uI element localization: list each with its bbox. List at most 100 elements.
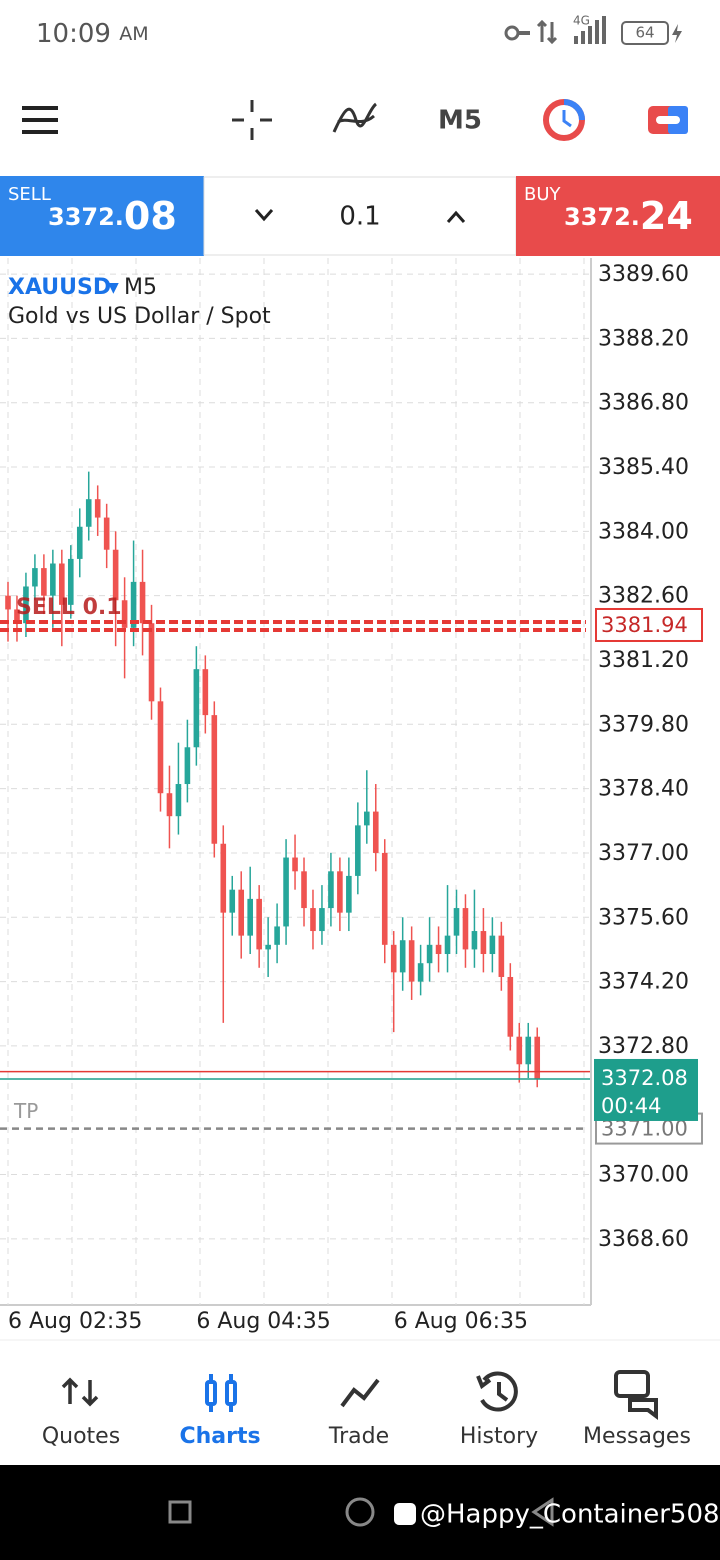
volume-up[interactable]	[446, 210, 466, 223]
candle-body	[525, 1036, 532, 1065]
candle-body	[381, 852, 388, 945]
status-icons: 4G 64	[504, 14, 682, 45]
order-label: SELL 0.1	[16, 595, 122, 620]
ampm: AM	[119, 23, 148, 45]
candle-body	[157, 701, 164, 794]
nav-item[interactable]: Quotes	[42, 1424, 120, 1449]
candle-body	[193, 669, 200, 748]
candle-body	[453, 908, 460, 936]
y-tick-label: 3370.00	[598, 1163, 689, 1188]
volume-down[interactable]	[254, 209, 274, 222]
y-tick-label: 3389.60	[598, 262, 689, 287]
candle-body	[507, 976, 514, 1037]
candle-body	[283, 857, 289, 927]
y-tick-label: 3388.20	[598, 326, 689, 351]
home-button[interactable]	[345, 1497, 375, 1527]
watermark: @Happy_Container5085	[420, 1500, 720, 1530]
candle-body	[238, 889, 245, 936]
trade-bar: SELL 3372.08 0.1 BUY 3372.24	[0, 176, 720, 256]
y-tick-label: 3379.80	[598, 712, 689, 737]
candle-body	[435, 944, 442, 955]
candle-body	[229, 889, 236, 913]
y-tick-label: 3385.40	[598, 455, 689, 480]
candle-body	[355, 825, 361, 876]
y-tick-label: 3374.20	[598, 970, 689, 995]
candle-body	[310, 908, 316, 932]
candle-body	[516, 1036, 523, 1065]
candle-body	[498, 935, 505, 977]
order-price: 3381.94	[601, 613, 688, 637]
chart-timeframe: M5	[124, 275, 157, 300]
candle-body	[103, 517, 110, 550]
candle-body	[175, 784, 182, 817]
candle-body	[337, 871, 343, 913]
candle-body	[76, 526, 83, 559]
facebook-icon	[394, 1503, 416, 1525]
buy-price: 3372.24	[564, 194, 693, 238]
trade-button[interactable]	[648, 106, 688, 134]
x-tick-label: 6 Aug 06:35	[394, 1309, 528, 1334]
sell-button[interactable]	[0, 176, 204, 256]
sell-price-big: 08	[124, 194, 177, 238]
buy-price-small: 3372.	[564, 203, 640, 231]
indicators-button[interactable]	[332, 102, 378, 133]
candle-body	[346, 875, 352, 913]
candle-body	[399, 940, 406, 973]
toolbar: M5	[22, 99, 688, 141]
nav-item[interactable]: Messages	[583, 1424, 691, 1449]
x-tick-label: 6 Aug 02:35	[8, 1309, 142, 1334]
chart-subtitle: Gold vs US Dollar / Spot	[8, 304, 271, 329]
candle-body	[444, 935, 451, 955]
bottom-nav	[0, 1339, 720, 1420]
candle-body	[166, 793, 173, 817]
y-tick-label: 3384.00	[598, 519, 689, 544]
tp-label: TP	[13, 1099, 38, 1123]
y-tick-label: 3375.60	[598, 905, 689, 930]
candle-body	[471, 931, 478, 950]
y-tick-label: 3381.20	[598, 648, 689, 673]
nav-item[interactable]: History	[460, 1424, 538, 1449]
volume[interactable]: 0.1	[339, 202, 380, 232]
timeframe-button[interactable]: M5	[438, 106, 482, 136]
candle-body	[112, 549, 119, 601]
candle-body	[67, 558, 74, 605]
menu-button[interactable]	[22, 106, 58, 134]
symbol-dropdown[interactable]: ▼	[108, 280, 119, 296]
nav-item[interactable]: Trade	[328, 1424, 389, 1449]
candle-body	[426, 944, 433, 964]
candle-body	[139, 581, 146, 624]
candle-body	[202, 669, 209, 716]
candle-body	[534, 1036, 541, 1079]
sell-label: SELL	[8, 184, 51, 205]
clock: 10:09 AM	[36, 19, 149, 49]
candle-body	[265, 944, 271, 950]
recents-button[interactable]	[168, 1500, 192, 1524]
system-nav	[0, 1465, 720, 1560]
back-button[interactable]	[531, 1497, 554, 1527]
battery: 64	[635, 24, 654, 42]
candle-body	[319, 908, 325, 932]
candle-body	[23, 586, 29, 624]
candle-body	[462, 908, 469, 950]
candle-body	[417, 963, 424, 982]
sell-price: 3372.08	[48, 194, 177, 238]
crosshair-button[interactable]	[232, 100, 272, 140]
candle-body	[59, 563, 65, 605]
nav-item[interactable]: Charts	[179, 1424, 260, 1449]
candle-body	[148, 623, 155, 702]
y-tick-label: 3378.40	[598, 777, 689, 802]
messages-icon	[614, 1370, 658, 1420]
candle-body	[292, 857, 298, 872]
volume-box	[203, 176, 517, 256]
candle-body	[480, 931, 487, 955]
y-tick-label: 3368.60	[598, 1227, 689, 1252]
candle-body	[211, 715, 218, 844]
candle-body	[14, 609, 20, 624]
history-icon	[476, 1371, 518, 1412]
templates-button[interactable]	[543, 99, 585, 141]
status-bar	[0, 0, 720, 70]
buy-button[interactable]	[516, 176, 720, 256]
charts-icon	[205, 1374, 237, 1412]
symbol[interactable]: XAUUSD	[8, 275, 111, 300]
